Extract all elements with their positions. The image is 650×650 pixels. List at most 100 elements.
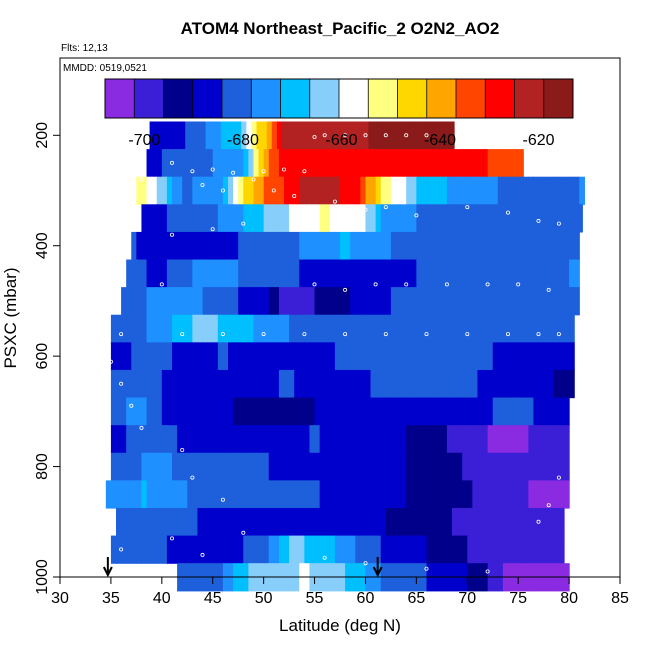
heatmap-cell [334,535,341,564]
heatmap-cell [192,314,199,343]
heatmap-cell [375,369,382,399]
heatmap-cell [243,507,249,537]
heatmap-cell [222,452,229,481]
heatmap-cell [202,259,209,288]
heatmap-cell [217,259,224,288]
heatmap-cell [462,149,468,178]
heatmap-cell [421,397,428,426]
heatmap-cell [390,397,397,426]
data-point-circle [261,169,266,174]
heatmap-cell [574,231,580,261]
heatmap-cell [263,480,270,509]
heatmap-cell [248,480,255,509]
heatmap-cell [197,287,204,316]
heatmap-cell [574,259,580,288]
heatmap-cell [579,204,583,233]
heatmap-cell [212,342,219,371]
heatmap-cell [131,369,137,399]
heatmap-cell [401,342,407,371]
heatmap-cell [365,176,372,205]
heatmap-cell [299,231,305,261]
heatmap-cell [217,204,224,233]
heatmap-cell [110,314,117,343]
heatmap-cell [370,480,377,509]
heatmap-cell [212,480,219,509]
heatmap-cell [497,204,504,233]
heatmap-cell [202,314,209,343]
heatmap-cell [278,452,285,481]
heatmap-cell [212,287,219,316]
heatmap-cell [334,204,341,233]
heatmap-cell [492,231,499,261]
heatmap-cell [233,149,239,178]
heatmap-cell [380,204,387,233]
heatmap-cell [268,204,275,233]
heatmap-cell [263,149,270,178]
colorbar-swatch [251,79,281,118]
heatmap-cell [380,176,387,205]
heatmap-cell [508,287,514,316]
heatmap-cell [345,425,351,454]
heatmap-cell [492,259,499,288]
heatmap-cell [126,259,132,288]
heatmap-cell [345,397,351,426]
heatmap-cell [449,121,455,150]
heatmap-cell [243,535,249,564]
heatmap-cell [222,287,229,316]
heatmap-cell [324,535,331,564]
heatmap-cell [355,535,361,564]
heatmap-cell [533,314,540,343]
data-point-circle [292,193,297,198]
heatmap-cell [574,287,580,316]
heatmap-cell [523,480,529,509]
heatmap-cell [166,149,173,178]
heatmap-cell [287,121,293,150]
heatmap-cell [457,397,463,426]
heatmap-cell [406,507,412,537]
heatmap-cell [185,121,191,150]
heatmap-cell [446,314,453,343]
data-point-circle [251,177,256,182]
heatmap-cell [197,452,204,481]
heatmap-cell [172,314,178,343]
heatmap-cell [426,425,433,454]
heatmap-cell [121,535,127,564]
heatmap-cell [248,507,255,537]
heatmap-cell [187,535,193,564]
heatmap-cell [146,231,153,261]
heatmap-cell [523,231,529,261]
heatmap-cell [182,314,188,343]
data-point-circle [312,134,317,139]
heatmap-cell [553,369,560,399]
heatmap-cell [411,425,417,454]
heatmap-cell [268,231,275,261]
colorbar-swatch [222,79,252,118]
heatmap-cell [241,121,247,150]
heatmap-cell [197,149,204,178]
heatmap-cell [513,342,519,371]
heatmap-cell [502,452,509,481]
heatmap-cell [538,535,545,564]
heatmap-cell [462,176,468,205]
heatmap-cell [492,535,499,564]
heatmap-cell [324,176,331,205]
heatmap-cell [411,480,417,509]
heatmap-cell [426,452,433,481]
heatmap-cell [350,314,356,343]
heatmap-cell [497,535,504,564]
heatmap-cell [126,369,132,399]
heatmap-cell [452,259,458,288]
heatmap-cell [299,397,305,426]
heatmap-cell [304,287,311,316]
heatmap-cell [579,176,585,205]
heatmap-cell [314,507,321,537]
heatmap-cell [334,425,341,454]
heatmap-cell [314,397,321,426]
heatmap-cell [441,176,448,205]
heatmap-cell [304,342,311,371]
heatmap-cell [406,480,412,509]
data-point-circle [556,475,561,480]
heatmap-cell [467,314,473,343]
heatmap-cell [564,480,570,509]
heatmap-cell [487,397,494,426]
